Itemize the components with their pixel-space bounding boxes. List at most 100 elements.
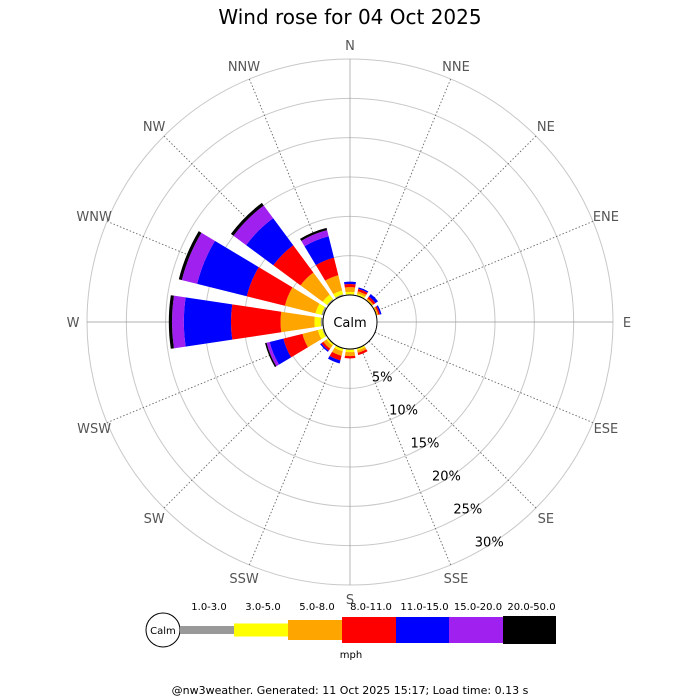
- petal-nw-bin-6: [230, 202, 264, 236]
- petal-sw-bin-3: [321, 341, 331, 351]
- petal-wnw-bin-1: [315, 303, 325, 315]
- petal-n-bin-3: [344, 283, 356, 288]
- petal-wsw-bin-5: [266, 342, 279, 367]
- compass-label-sse: SSE: [444, 572, 469, 587]
- petal-ssw-bin-1: [334, 345, 344, 352]
- petal-wsw-bin-3: [283, 333, 308, 358]
- legend-units: mph: [340, 650, 362, 661]
- spoke-sse: [359, 346, 452, 566]
- petal-ne-bin-3: [367, 296, 376, 305]
- petal-sse-bin-1: [356, 345, 366, 351]
- petal-wnw-bin-5: [181, 232, 215, 284]
- petal-nw-bin-4: [246, 218, 294, 266]
- petal-wnw-bin-4: [197, 240, 259, 297]
- spoke-ene: [374, 220, 594, 313]
- petal-wnw-bin-3: [246, 267, 293, 306]
- petal-sw-bin-2: [323, 339, 333, 349]
- radial-tick-label: 10%: [389, 404, 418, 419]
- radial-tick-label: 20%: [432, 470, 461, 485]
- petal-nw-bin-1: [322, 294, 334, 306]
- compass-label-wsw: WSW: [77, 422, 111, 437]
- petal-wsw-bin-6: [265, 342, 277, 368]
- petal-w-bin-3: [230, 304, 282, 340]
- petal-s-bin-2: [344, 351, 356, 357]
- legend-swatch-3: [342, 617, 396, 643]
- compass-label-ssw: SSW: [229, 572, 259, 587]
- compass-label-nne: NNE: [442, 60, 470, 75]
- compass-label-ene: ENE: [593, 210, 619, 225]
- petal-nne-bin-3: [357, 288, 368, 295]
- compass-label-nw: NW: [143, 120, 166, 135]
- petal-nw-bin-0: [327, 299, 334, 306]
- compass-label-e: E: [623, 316, 631, 331]
- spoke-sw: [163, 340, 332, 509]
- compass-label-wnw: WNW: [76, 210, 112, 225]
- radial-tick-labels: 5% 10% 15% 20% 25% 30%: [372, 371, 504, 551]
- petal-w-bin-1: [314, 316, 321, 328]
- petal-nnw-bin-3: [315, 257, 339, 281]
- petal-s-bin-1: [345, 349, 355, 353]
- legend-bin-label: 8.0-11.0: [350, 602, 392, 613]
- petal-n-bin-1: [345, 291, 355, 295]
- petal-wsw-bin-1: [317, 328, 326, 340]
- petal-n-bin-2: [344, 287, 356, 293]
- speed-legend: Calm 1.0-3.0 3.0-5.0 5.0-8.0 8.0-11.0 11.0-15…: [145, 602, 556, 661]
- petal-sw-bin-4: [320, 343, 329, 352]
- legend-swatch-5: [449, 617, 503, 643]
- petal-ne-bin-2: [366, 298, 374, 306]
- compass-label-nnw: NNW: [228, 60, 260, 75]
- petal-n-bin-4: [344, 281, 356, 285]
- calm-label: Calm: [333, 316, 366, 331]
- compass-label-sw: SW: [144, 512, 165, 527]
- spoke-ese: [374, 331, 594, 424]
- petal-sse-bin-2: [357, 347, 367, 353]
- radial-tick-label: 30%: [475, 536, 504, 551]
- radial-tick-label: 25%: [453, 503, 482, 518]
- legend-bin-label: 5.0-8.0: [299, 602, 334, 613]
- petal-wnw-bin-2: [284, 287, 320, 314]
- petal-nw-bin-5: [233, 205, 274, 246]
- petal-nw-bin-3: [273, 245, 314, 286]
- legend-swatch-1: [234, 623, 288, 637]
- petal-ssw-bin-4: [327, 355, 341, 364]
- legend-swatch-4: [396, 617, 449, 643]
- compass-label-n: N: [345, 39, 355, 54]
- spoke-ssw: [248, 346, 341, 566]
- compass-label-ese: ESE: [594, 422, 619, 437]
- petal-w-bin-2: [280, 311, 315, 333]
- petal-nnw-bin-5: [301, 230, 329, 247]
- petal-wnw-bin-0: [321, 306, 327, 316]
- compass-labels: N NNE NE ENE E ESE SE SSE S SSW SW WSW W WNW NW NNW: [67, 39, 632, 608]
- legend-swatch-0: [180, 626, 234, 634]
- compass-label-s: S: [346, 593, 354, 608]
- footer-text: @nw3weather. Generated: 11 Oct 2025 15:1…: [172, 684, 529, 697]
- compass-label-ne: NE: [537, 120, 555, 135]
- petal-w-bin-5: [171, 295, 186, 349]
- chart-title: Wind rose for 04 Oct 2025: [218, 5, 481, 29]
- petal-s-bin-3: [344, 355, 356, 359]
- petal-nne-bin-2: [357, 291, 367, 297]
- radial-tick-label: 15%: [411, 437, 440, 452]
- petal-ene-bin-3: [375, 306, 381, 315]
- calm-circle: [322, 294, 378, 350]
- petal-ne-bin-4: [368, 293, 379, 304]
- petal-ssw-bin-2: [332, 347, 343, 356]
- legend-calm-label: Calm: [150, 626, 176, 637]
- petal-sw-bin-1: [326, 338, 334, 346]
- petal-ssw-bin-3: [329, 351, 342, 361]
- calm-center: Calm: [322, 294, 378, 350]
- petal-wnw-bin-6: [178, 231, 202, 281]
- legend-swatch-2: [288, 620, 342, 640]
- rose-petals: [168, 202, 382, 368]
- petal-nnw-bin-6: [300, 227, 328, 241]
- legend-bin-label: 1.0-3.0: [191, 602, 226, 613]
- petal-w-bin-6: [168, 295, 174, 349]
- petal-sse-bin-3: [357, 349, 368, 356]
- legend-bin-label: 15.0-20.0: [454, 602, 502, 613]
- radial-tick-label: 5%: [372, 371, 393, 386]
- petal-wsw-bin-2: [302, 330, 322, 348]
- petal-ene-bin-4: [376, 305, 382, 315]
- petal-nw-bin-2: [300, 272, 330, 302]
- compass-label-w: W: [67, 316, 80, 331]
